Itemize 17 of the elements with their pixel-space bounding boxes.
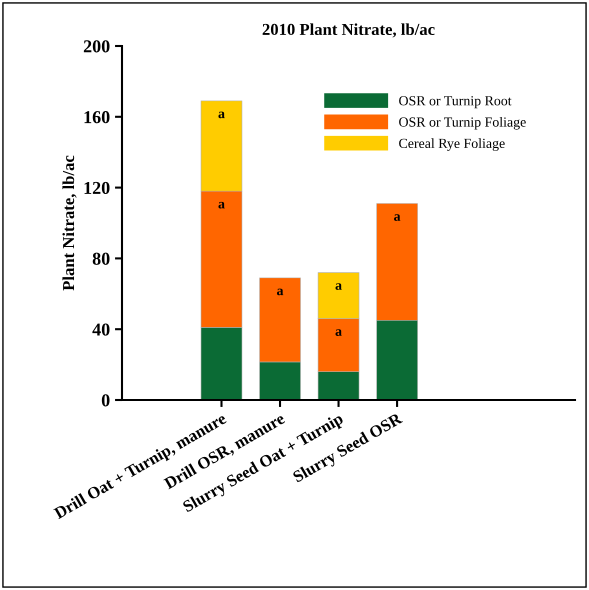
y-tick-label: 160 — [84, 111, 110, 124]
legend-label: Cereal Rye Foliage — [399, 138, 505, 151]
y-tick-label: 40 — [92, 323, 110, 336]
annotation: a — [394, 214, 400, 221]
y-tick-label: 120 — [84, 182, 110, 194]
y-tick-label: 0 — [102, 394, 110, 406]
y-axis-title: Plant Nitrate, lb/ac — [62, 156, 77, 291]
annotation: a — [218, 202, 225, 209]
annotation: a — [277, 288, 284, 296]
annotation: a — [336, 283, 342, 290]
legend-label: OSR or Turnip Root — [399, 96, 512, 108]
y-tick-label: 200 — [84, 40, 110, 52]
legend-label: OSR or Turnip Foliage — [399, 116, 526, 130]
chart-title: 2010 Plant Nitrate, lb/ac — [262, 23, 435, 38]
annotation: a — [336, 329, 342, 336]
y-tick-label: 80 — [92, 252, 110, 265]
annotation: a — [218, 112, 225, 118]
